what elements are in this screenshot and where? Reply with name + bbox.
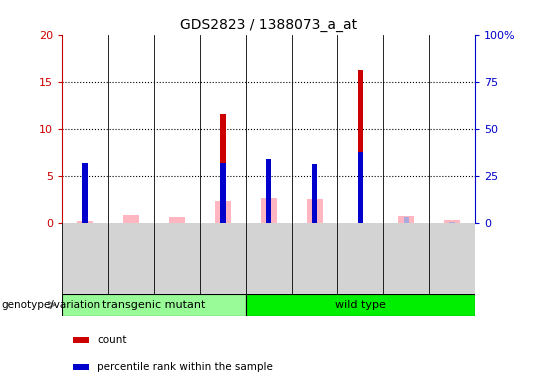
Bar — [444, 220, 460, 223]
Bar — [77, 221, 93, 223]
Bar — [307, 199, 322, 223]
Text: transgenic mutant: transgenic mutant — [102, 300, 206, 310]
Bar — [73, 337, 89, 343]
Bar — [108, 223, 154, 294]
Text: count: count — [97, 335, 126, 345]
Bar — [266, 210, 272, 223]
Bar — [246, 294, 475, 316]
Bar — [429, 35, 475, 223]
Title: GDS2823 / 1388073_a_at: GDS2823 / 1388073_a_at — [180, 18, 357, 32]
Bar — [215, 201, 231, 223]
Bar — [220, 114, 226, 223]
Bar — [266, 159, 272, 223]
Bar — [246, 35, 292, 223]
Bar — [292, 223, 338, 294]
Bar — [82, 164, 88, 223]
Bar — [338, 35, 383, 223]
Bar — [82, 220, 88, 223]
Bar — [62, 35, 108, 223]
Text: percentile rank within the sample: percentile rank within the sample — [97, 362, 273, 372]
Bar — [312, 211, 318, 223]
Bar — [429, 223, 475, 294]
Text: genotype/variation: genotype/variation — [1, 300, 100, 310]
Bar — [312, 164, 318, 223]
Bar — [292, 35, 338, 223]
Bar — [108, 35, 154, 223]
Bar — [403, 217, 409, 223]
Bar — [220, 164, 226, 223]
Bar — [73, 364, 89, 370]
Bar — [62, 294, 246, 316]
Bar — [200, 223, 246, 294]
Text: wild type: wild type — [335, 300, 386, 310]
Bar — [62, 223, 108, 294]
Bar — [449, 222, 455, 223]
Bar — [123, 215, 139, 223]
Bar — [383, 35, 429, 223]
Bar — [261, 198, 276, 223]
Bar — [169, 217, 185, 223]
Bar — [357, 70, 363, 223]
Bar — [338, 223, 383, 294]
Bar — [200, 35, 246, 223]
Bar — [383, 223, 429, 294]
Bar — [246, 223, 292, 294]
Bar — [154, 35, 200, 223]
Bar — [399, 215, 414, 223]
Bar — [154, 223, 200, 294]
Bar — [357, 152, 363, 223]
Bar — [82, 218, 88, 223]
